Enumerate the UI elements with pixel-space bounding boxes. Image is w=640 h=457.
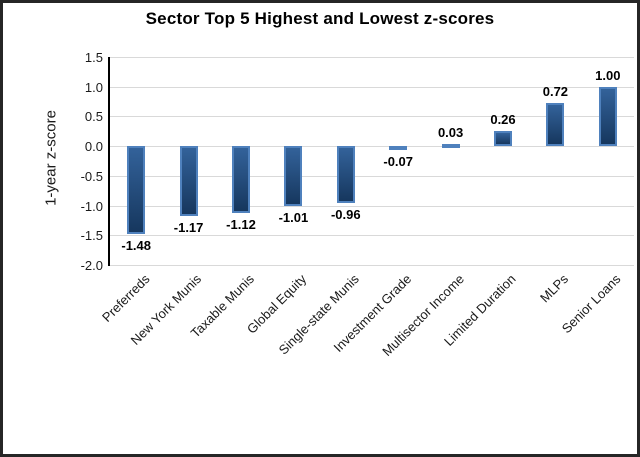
- bar-mlps: [546, 103, 565, 147]
- y-gridline: [110, 235, 634, 237]
- y-tick-label: 1.0: [84, 79, 103, 95]
- y-tick-label: 1.5: [84, 50, 103, 65]
- y-gridline: [110, 205, 634, 207]
- y-axis-title-text: 1-year z-score: [42, 110, 60, 206]
- bar-senior-loans: [598, 86, 617, 147]
- y-tick-label: -2.0: [80, 258, 103, 273]
- value-label: -1.01: [278, 210, 309, 226]
- y-gridline: [110, 86, 634, 88]
- y-tick-label: -1.5: [80, 228, 103, 244]
- y-gridline: [110, 175, 634, 177]
- chart-title: Sector Top 5 Highest and Lowest z-scores: [145, 9, 495, 28]
- y-gridline: [110, 57, 634, 58]
- y-tick-label: 0.5: [84, 109, 103, 125]
- y-axis-line: [108, 57, 110, 266]
- value-label: 1.00: [595, 67, 621, 83]
- bar-new-york-munis: [179, 146, 198, 216]
- value-label: -1.48: [121, 238, 151, 254]
- y-gridline: [110, 265, 634, 266]
- bar-taxable-munis: [232, 146, 250, 213]
- x-category-label: Preferreds: [98, 271, 153, 325]
- bar-limited-duration: [494, 130, 512, 147]
- bar-multisector-income: [441, 144, 460, 149]
- bar-global-equity: [284, 146, 303, 207]
- value-label: -0.07: [383, 154, 413, 170]
- value-label: -0.96: [330, 207, 361, 223]
- value-label: 0.03: [437, 125, 464, 141]
- x-category-label: MLPs: [537, 271, 572, 306]
- bar-investment-grade: [389, 146, 408, 151]
- value-label: -1.12: [226, 216, 256, 232]
- bar-single-state-munis: [336, 146, 355, 204]
- y-gridline: [110, 146, 634, 148]
- y-gridline: [110, 116, 634, 118]
- y-tick-label: -0.5: [80, 168, 103, 184]
- y-tick-label: -1.0: [80, 198, 103, 214]
- y-tick-label: 0.0: [84, 139, 103, 155]
- bar-preferreds: [127, 146, 146, 235]
- value-label: -1.17: [173, 219, 204, 235]
- value-label: 0.72: [542, 84, 569, 100]
- value-label: 0.26: [490, 111, 516, 127]
